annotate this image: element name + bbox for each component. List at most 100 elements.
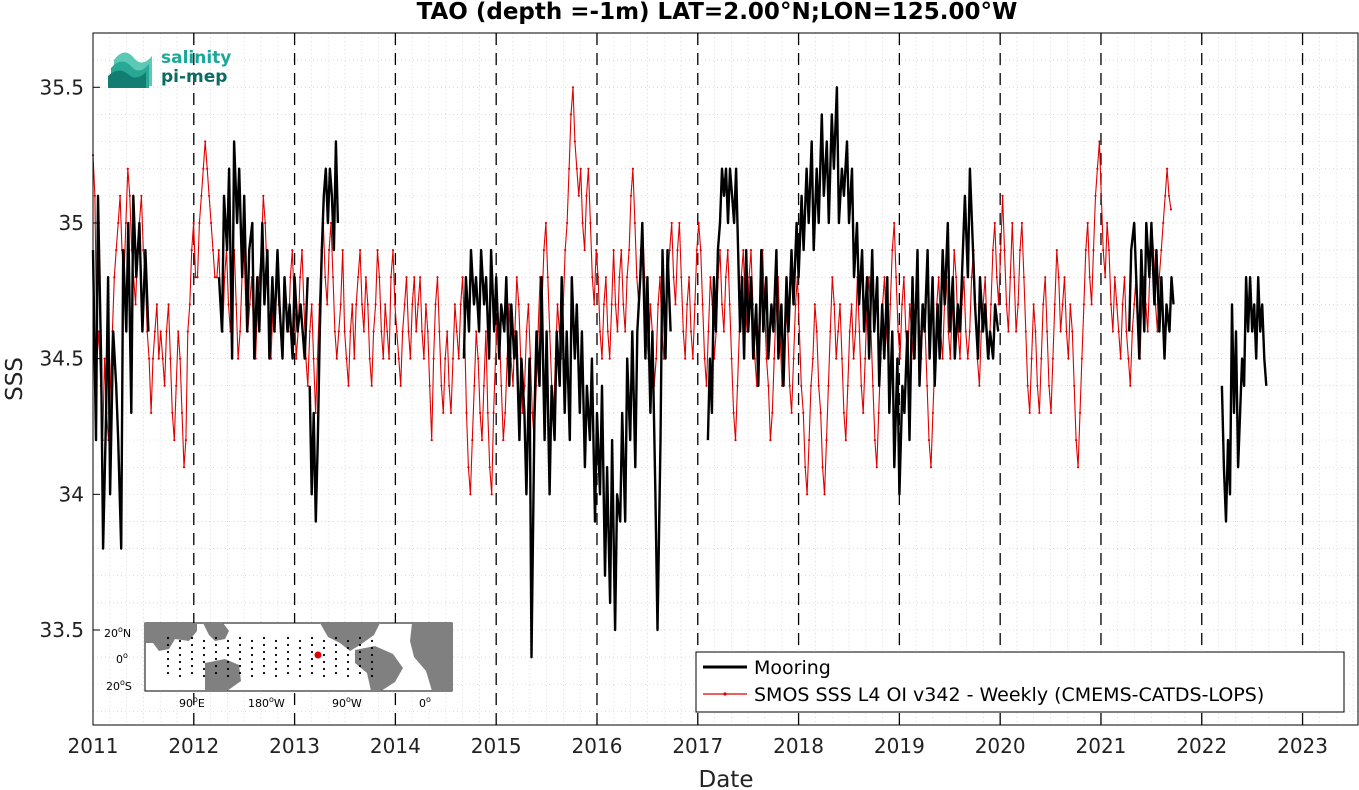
inset-station-dot [190, 671, 194, 675]
smos-point [469, 493, 472, 496]
y-tick-label-34.5: 34.5 [39, 347, 84, 371]
smos-point [128, 194, 131, 197]
smos-point [204, 140, 207, 143]
x-tick-label-2011: 2011 [68, 734, 119, 758]
smos-point [889, 303, 892, 306]
smos-point [1007, 330, 1010, 333]
smos-point [446, 330, 449, 333]
smos-point [370, 384, 373, 387]
smos-point [210, 221, 213, 225]
smos-point [134, 303, 137, 306]
x-tick-labels: 2011 2012 2013 2014 2015 2016 2017 2018 2019 2020… [68, 734, 1328, 758]
smos-point [198, 221, 201, 225]
smos-point [326, 303, 329, 306]
smos-point [984, 276, 987, 279]
smos-point [670, 221, 673, 225]
inset-station-dot [190, 650, 194, 654]
smos-point [196, 276, 199, 279]
smos-point [970, 276, 973, 279]
smos-point [314, 411, 317, 414]
smos-point [728, 303, 731, 306]
smos-point [415, 330, 418, 333]
inset-station-dot [286, 671, 290, 675]
smos-point [1071, 330, 1074, 333]
smos-point [504, 411, 507, 414]
smos-point [329, 221, 333, 225]
smos-point [477, 357, 480, 360]
smos-point [813, 303, 817, 306]
smos-point [248, 303, 251, 306]
smos-point [612, 249, 615, 252]
smos-point [873, 439, 877, 442]
smos-point [622, 303, 625, 306]
smos-point [97, 330, 100, 333]
smos-point [455, 330, 458, 333]
smos-point [579, 167, 582, 170]
inset-lon-label-90w: 90oW [332, 695, 362, 710]
inset-station-dot [274, 674, 278, 678]
x-tick-label-2014: 2014 [370, 734, 421, 758]
inset-lat-deg-20s: o [120, 678, 125, 687]
smos-point [1121, 303, 1124, 306]
smos-point [585, 194, 588, 197]
smos-point [341, 249, 344, 252]
smos-point [1104, 276, 1107, 279]
smos-point [626, 276, 629, 279]
smos-point [1094, 194, 1097, 197]
inset-station-dot [226, 660, 230, 664]
smos-point [171, 411, 174, 414]
smos-point [726, 249, 729, 252]
smos-point [211, 249, 215, 252]
smos-point [1024, 330, 1027, 333]
smos-point [345, 357, 348, 360]
legend: Mooring SMOS SSS L4 OI v342 - Weekly (CM… [695, 651, 1345, 713]
smos-point [732, 411, 735, 414]
inset-station-dot [214, 657, 218, 661]
inset-station-dot [262, 643, 266, 647]
smos-point [1044, 276, 1047, 279]
inset-land-africa-india [145, 623, 197, 651]
smos-point [742, 249, 745, 252]
salinity-pi-mep-logo: salinity pi-mep [108, 48, 231, 88]
smos-point [862, 411, 865, 414]
smos-point [705, 384, 708, 387]
inset-station-dot [274, 646, 278, 650]
inset-station-dot [334, 643, 338, 647]
smos-point [821, 466, 824, 469]
smos-point [680, 276, 683, 279]
grid [92, 33, 1358, 725]
inset-station-dot [238, 636, 242, 640]
y-tick-labels: 33.5 34 34.5 35 35.5 [39, 75, 100, 642]
smos-point [846, 384, 849, 387]
smos-point [150, 411, 153, 414]
inset-station-dot [238, 664, 242, 668]
smos-point [871, 384, 875, 387]
smos-point [428, 384, 431, 387]
smos-point [494, 357, 497, 360]
smos-point [337, 330, 340, 333]
inset-lon-label-0: 0o [419, 695, 431, 710]
smos-point [1034, 330, 1037, 333]
inset-station-dot [178, 667, 182, 671]
smos-point [486, 411, 489, 414]
smos-point [422, 357, 425, 360]
inset-station-dot [286, 650, 290, 654]
smos-point [306, 384, 309, 387]
smos-point [173, 439, 176, 442]
x-tick-label-2022: 2022 [1176, 734, 1227, 758]
smos-point [595, 249, 598, 252]
smos-point [324, 276, 327, 279]
inset-lon-deg-90w: o [346, 695, 351, 704]
smos-point [808, 439, 811, 442]
smos-point [767, 384, 770, 387]
inset-station-dot [322, 674, 326, 678]
smos-point [817, 384, 820, 387]
smos-point [316, 357, 319, 360]
smos-point [773, 357, 776, 360]
smos-point [962, 276, 966, 279]
smos-point [397, 357, 400, 360]
smos-point [854, 330, 857, 333]
smos-point [693, 303, 697, 306]
smos-point [151, 357, 155, 360]
